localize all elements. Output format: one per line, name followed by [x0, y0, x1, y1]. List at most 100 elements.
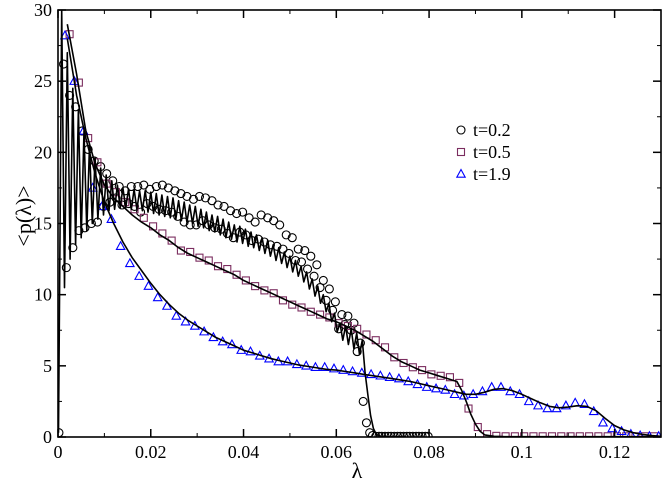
data-point-circle [324, 284, 334, 294]
data-point-triangle [393, 372, 405, 383]
data-point-circle [226, 206, 236, 216]
data-point-circle [312, 260, 322, 270]
data-point-circle [352, 347, 362, 357]
data-point-square [297, 303, 306, 312]
y-tick-label: 25 [34, 71, 52, 91]
fit-line-triangle [66, 38, 661, 437]
data-point-circle [302, 264, 313, 274]
data-point-circle [367, 431, 378, 437]
data-point-triangle [523, 395, 534, 406]
data-point-square [139, 213, 148, 222]
legend: t=0.2t=0.5t=1.9 [455, 120, 511, 184]
data-point-square [473, 422, 482, 432]
data-point-circle [188, 194, 198, 204]
data-point-square [223, 264, 232, 274]
y-tick-label: 20 [34, 142, 52, 162]
data-point-circle [284, 248, 294, 258]
data-point-triangle [365, 368, 377, 379]
data-point-triangle [570, 397, 581, 407]
x-axis-title: λ [352, 458, 363, 483]
data-point-circle [300, 245, 310, 256]
data-point-triangle [338, 364, 349, 374]
data-point-square [251, 282, 260, 291]
data-point-circle [337, 310, 347, 320]
data-point-square [306, 307, 315, 316]
data-point-circle [232, 208, 242, 219]
y-axis-title: <p(λ)> [11, 185, 36, 246]
data-point-circle [281, 230, 291, 240]
series-square [65, 30, 659, 437]
data-point-square [445, 373, 455, 382]
data-point-circle [194, 191, 205, 202]
x-tick-label: 0.1 [511, 442, 534, 462]
data-point-triangle [477, 385, 488, 396]
data-point-circle [219, 201, 229, 211]
plot-frame [57, 9, 662, 438]
data-point-circle [250, 217, 260, 227]
fit-line-circle [58, 10, 406, 437]
series-layer [58, 10, 661, 437]
data-point-circle [179, 217, 189, 227]
data-point-triangle [597, 417, 609, 427]
data-point-circle [213, 200, 223, 210]
data-point-triangle [384, 371, 395, 381]
data-point-square [260, 286, 269, 295]
fit-line-square [66, 24, 661, 437]
x-tick-label: 0.06 [321, 442, 353, 462]
data-point-circle [238, 207, 248, 217]
data-point-triangle [59, 29, 71, 40]
data-point-circle [68, 243, 78, 253]
data-point-triangle [579, 398, 590, 409]
data-point-triangle [560, 400, 572, 410]
data-point-triangle [356, 367, 367, 377]
data-point-square [464, 404, 473, 413]
data-point-triangle [449, 388, 460, 399]
data-point-circle [275, 220, 285, 230]
data-point-circle [133, 181, 143, 192]
x-tick-label: 0.12 [599, 442, 631, 462]
data-point-triangle [115, 240, 126, 251]
legend-label: t=1.9 [473, 164, 511, 184]
data-point-triangle [495, 381, 507, 391]
y-tick-label: 5 [43, 356, 52, 376]
data-point-circle [263, 213, 273, 223]
legend-marker-circle [456, 125, 466, 135]
data-point-triangle [458, 390, 469, 400]
data-point-circle [309, 271, 319, 281]
data-point-triangle [607, 422, 618, 433]
data-point-circle [207, 196, 217, 206]
data-point-triangle [347, 365, 358, 376]
legend-label: t=0.5 [473, 142, 511, 162]
data-point-square [408, 363, 417, 372]
data-point-triangle [328, 363, 340, 373]
y-tick-label: 15 [34, 214, 52, 234]
data-point-triangle [152, 291, 163, 302]
data-point-circle [287, 233, 297, 243]
x-tick-label: 0.04 [228, 442, 260, 462]
data-point-circle [185, 220, 195, 230]
data-point-circle [61, 263, 71, 273]
data-point-triangle [171, 310, 182, 320]
data-point-circle [151, 181, 161, 192]
data-point-triangle [134, 270, 145, 280]
data-point-circle [343, 311, 353, 321]
data-point-circle [244, 213, 254, 223]
data-point-triangle [532, 400, 544, 410]
data-point-circle [269, 216, 279, 226]
data-point-circle [170, 186, 180, 196]
data-point-triangle [282, 355, 293, 366]
series-triangle [59, 29, 661, 437]
data-point-triangle [542, 402, 553, 413]
data-point-square [399, 358, 408, 368]
y-tick-label: 30 [34, 0, 52, 20]
data-point-circle [176, 189, 186, 199]
x-tick-label: 0.02 [135, 442, 167, 462]
axes: 0 0.02 0.04 0.06 0.08 0.1 0.12 0 5 10 15 20 25 30 [34, 0, 630, 462]
x-tick-label: 0 [54, 442, 63, 462]
data-point-triangle [375, 370, 386, 380]
data-point-circle [191, 220, 201, 230]
data-point-circle [318, 275, 328, 285]
data-point-circle [139, 180, 149, 190]
y-tick-label: 0 [43, 427, 52, 447]
